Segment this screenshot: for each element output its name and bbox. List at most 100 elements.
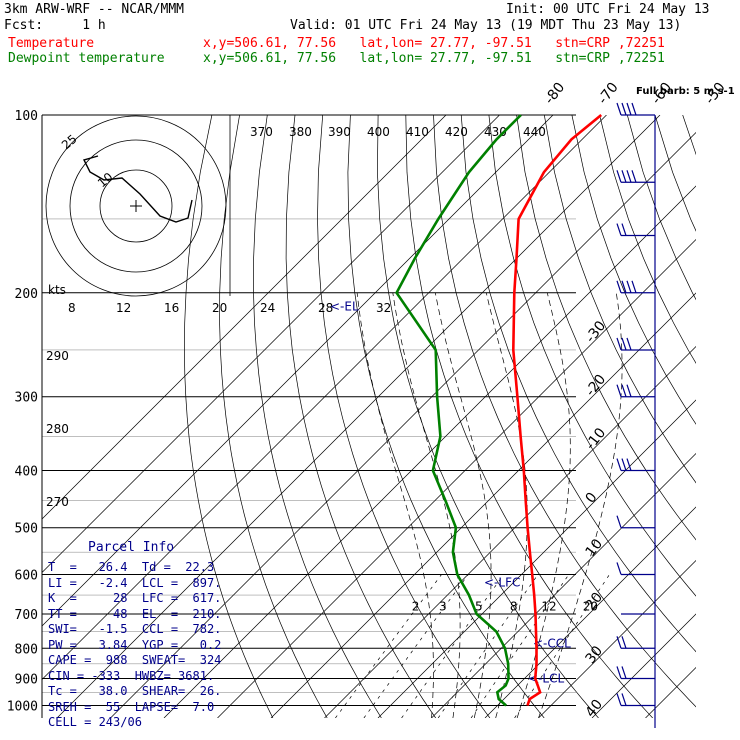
barb-flag: [621, 280, 627, 293]
theta-label: 410: [406, 125, 429, 139]
parcel-info-title: Parcel Info: [88, 540, 175, 555]
mixing-ratio-label: 3: [439, 599, 447, 613]
isotherm-line: [42, 115, 500, 573]
sounding-series: [395, 113, 603, 707]
hodo-speed-label: 28: [318, 301, 333, 315]
theta-e-label: 280: [46, 422, 69, 436]
pressure-tick-label: 400: [15, 465, 38, 480]
mixing-ratio-label: 2: [412, 599, 420, 613]
moist-adiabat: [392, 292, 461, 718]
dry-adiabat: [460, 115, 696, 653]
parcel-row: SWI= -1.5 CCL = 782.: [48, 622, 222, 636]
parcel-row: CAPE = 988 SWEAT= 324: [48, 653, 222, 667]
isotherm-line: [42, 115, 554, 627]
barb-flag: [631, 280, 637, 293]
dry-adiabat: [285, 115, 436, 718]
isotherm-label: 10: [583, 536, 607, 560]
wind-barb: [616, 636, 655, 649]
dry-adiabat: [405, 115, 653, 718]
hodo-ring-label: 10: [95, 170, 116, 191]
theta-label: 440: [523, 125, 546, 139]
theta-e-label: 270: [46, 495, 69, 509]
theta-label: 420: [445, 125, 468, 139]
init-time: Init: 00 UTC Fri 24 May 13: [506, 2, 710, 17]
theta-label: 370: [250, 125, 273, 139]
moist-adiabat: [516, 292, 571, 718]
hodo-speed-label: 24: [260, 301, 275, 315]
barb-flag: [616, 693, 622, 706]
mixing-ratio-label: 5: [475, 599, 483, 613]
parcel-row: Tc = 38.0 SHEAR= 26.: [48, 684, 222, 698]
theta-label: 380: [289, 125, 312, 139]
barb-flag: [621, 223, 627, 236]
dry-adiabat: [710, 115, 740, 718]
wind-barb: [616, 223, 655, 237]
pressure-tick-label: 900: [15, 672, 38, 687]
dry-adiabat: [516, 115, 696, 541]
isotherm-line: [484, 506, 696, 718]
mixing-ratio-label: 12: [541, 599, 556, 613]
isotherm-grid: [42, 115, 696, 718]
dry-adiabat: [433, 115, 696, 708]
hodo-speed-label: 20: [212, 301, 227, 315]
wind-barb: [616, 170, 655, 183]
parcel-row: CELL = 243/06: [48, 715, 142, 729]
hodo-ring: [99, 169, 173, 243]
isotherm-label: -30: [583, 318, 610, 346]
pressure-tick-label: 500: [15, 522, 38, 537]
dry-adiabat: [219, 115, 328, 718]
isotherm-line: [42, 115, 447, 520]
mixing-ratio-grid: [335, 574, 610, 718]
isotherm-line: [377, 399, 696, 718]
isotherm-line: [645, 667, 696, 718]
moist-adiabat: [538, 292, 623, 718]
wind-barb: [616, 102, 655, 116]
hodo-ring-label: 25: [59, 132, 80, 153]
barb-flag: [616, 280, 622, 293]
valid-time: Valid: 01 UTC Fri 24 May 13 (19 MDT Thu …: [290, 18, 682, 33]
barb-flag: [621, 458, 627, 471]
isotherm-label: 40: [583, 697, 607, 721]
isotherm-label: -10: [583, 425, 610, 453]
pressure-tick-label: 300: [15, 391, 38, 406]
barb-flag: [631, 102, 637, 116]
isotherm-line: [324, 346, 696, 718]
isotherm-label: -70: [595, 80, 622, 108]
barb-flag: [616, 102, 622, 116]
forecast-hour: Fcst: 1 h: [4, 18, 106, 33]
barb-flag: [616, 636, 622, 649]
wind-barb: [616, 693, 655, 707]
level-marker: <-CCL: [533, 636, 571, 650]
barb-flag: [616, 170, 622, 183]
barb-flag: [616, 666, 622, 679]
barb-flag: [626, 458, 632, 471]
parcel-row: PW = 3.84 YGP = 0.2: [48, 637, 222, 652]
isotherm-line: [591, 613, 696, 718]
dry-adiabat: [654, 115, 696, 232]
isotherm-line: [538, 560, 696, 718]
isotherm-line: [110, 132, 696, 718]
barb-flag: [616, 515, 622, 528]
parcel-row: CIN = -333 HWBZ= 3681.: [48, 668, 215, 683]
wind-barbs: [616, 102, 656, 728]
hodograph: 25 10: [45, 115, 227, 297]
mixing-ratio-line: [514, 574, 610, 718]
barb-flag: [616, 384, 622, 397]
parcel-row: K = 28 LFC = 617.: [48, 591, 222, 605]
level-marker: <-LFC: [484, 576, 520, 590]
wind-barb: [616, 562, 655, 576]
parcel-row: TT = 48 EL = 210.: [48, 606, 222, 621]
dry-adiabat: [347, 115, 545, 718]
isotherm-line: [431, 453, 696, 718]
moist-adiabat: [356, 292, 434, 718]
dewpoint-location: x,y=506.61, 77.56 lat,lon= 27.77, -97.51…: [203, 51, 665, 66]
hodo-ring: [69, 139, 203, 273]
isotherm-line: [56, 115, 661, 718]
mixing-ratio-line: [401, 574, 504, 718]
barb-flag: [626, 102, 632, 116]
hodo-speed-label: 8: [68, 301, 76, 315]
isotherm-line: [270, 292, 696, 718]
mixing-ratio-line: [437, 574, 539, 718]
barb-flag: [616, 337, 622, 351]
wind-barb: [616, 458, 655, 472]
